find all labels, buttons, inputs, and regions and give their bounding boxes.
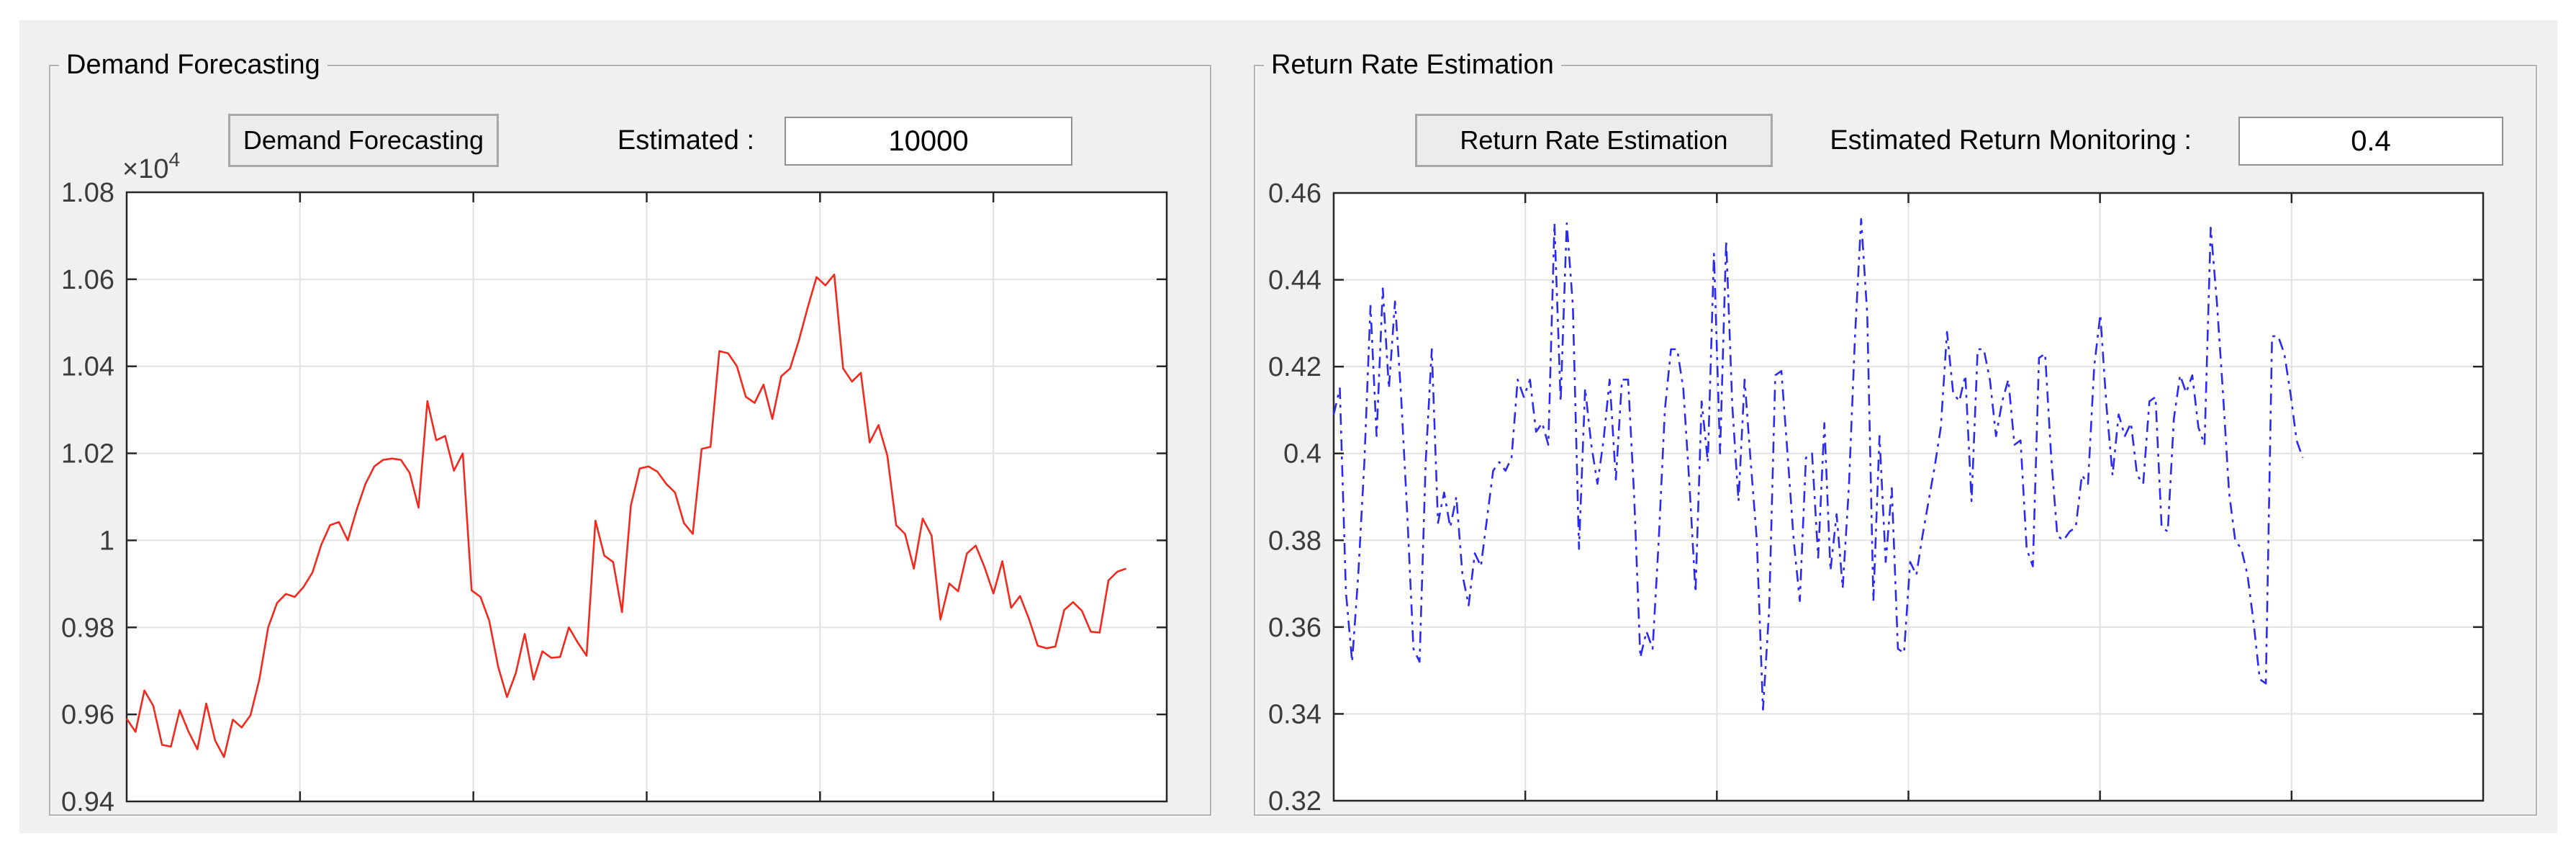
svg-text:1.06: 1.06 (61, 265, 114, 295)
svg-text:0.46: 0.46 (1268, 179, 1321, 209)
svg-text:0.44: 0.44 (1268, 266, 1321, 296)
svg-text:0.4: 0.4 (1283, 439, 1321, 469)
svg-text:1.02: 1.02 (61, 439, 114, 469)
estimated-input[interactable] (785, 117, 1072, 166)
svg-text:0.32: 0.32 (1268, 786, 1321, 817)
svg-text:1: 1 (99, 526, 114, 556)
figure-background: Demand Forecasting Demand Forecasting Es… (19, 20, 2557, 833)
estimated-return-monitoring-label: Estimated Return Monitoring : (1830, 125, 2192, 156)
svg-text:0.38: 0.38 (1268, 526, 1321, 556)
demand-chart: 1.08 1.06 1.04 1.02 1 0.98 0.96 0.94 ×104 (61, 148, 1168, 817)
svg-text:0.36: 0.36 (1268, 613, 1321, 643)
svg-text:1.08: 1.08 (61, 178, 114, 208)
svg-text:0.98: 0.98 (61, 613, 114, 643)
return-rate-chart: 0.46 0.44 0.42 0.4 0.38 0.36 0.34 0.32 (1268, 179, 2485, 817)
svg-text:0.34: 0.34 (1268, 699, 1321, 729)
demand-forecasting-button[interactable]: Demand Forecasting (228, 114, 499, 167)
return-rate-estimation-button[interactable]: Return Rate Estimation (1415, 114, 1773, 167)
svg-text:×104: ×104 (122, 148, 180, 184)
svg-text:1.04: 1.04 (61, 352, 114, 382)
panel-return-rate-estimation-title: Return Rate Estimation (1264, 48, 1561, 82)
panel-demand-forecasting-title: Demand Forecasting (59, 48, 327, 82)
svg-text:0.94: 0.94 (61, 787, 114, 817)
svg-text:0.42: 0.42 (1268, 352, 1321, 382)
estimated-return-monitoring-input[interactable] (2238, 117, 2503, 166)
svg-text:0.96: 0.96 (61, 700, 114, 730)
estimated-label: Estimated : (617, 125, 754, 156)
